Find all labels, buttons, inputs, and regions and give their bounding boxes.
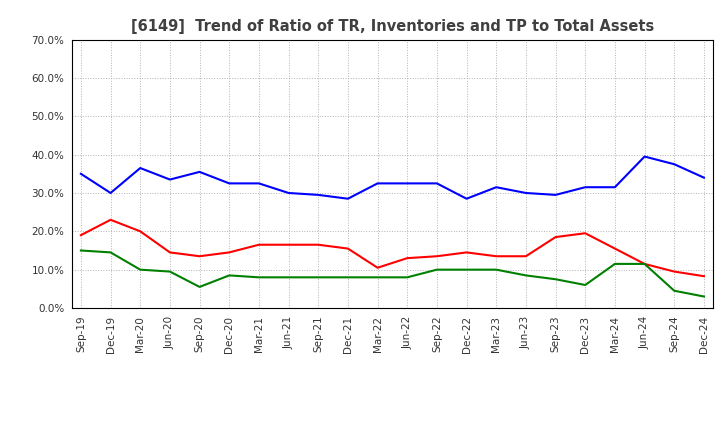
Inventories: [670, 161, 678, 167]
Inventories: [581, 185, 590, 190]
Trade Receivables: [492, 253, 500, 259]
Trade Receivables: [611, 246, 619, 251]
Trade Receivables: [136, 229, 145, 234]
Inventories: [700, 175, 708, 180]
Inventories: [492, 185, 500, 190]
Trade Receivables: [195, 253, 204, 259]
Title: [6149]  Trend of Ratio of TR, Inventories and TP to Total Assets: [6149] Trend of Ratio of TR, Inventories…: [131, 19, 654, 34]
Trade Payables: [314, 275, 323, 280]
Trade Payables: [343, 275, 352, 280]
Trade Receivables: [552, 235, 560, 240]
Inventories: [136, 165, 145, 171]
Trade Payables: [462, 267, 471, 272]
Trade Payables: [136, 267, 145, 272]
Trade Payables: [670, 288, 678, 293]
Trade Receivables: [107, 217, 115, 223]
Trade Payables: [225, 273, 233, 278]
Trade Receivables: [700, 274, 708, 279]
Trade Payables: [76, 248, 85, 253]
Trade Payables: [284, 275, 293, 280]
Inventories: [284, 191, 293, 196]
Inventories: [166, 177, 174, 182]
Trade Payables: [166, 269, 174, 274]
Trade Payables: [403, 275, 412, 280]
Trade Receivables: [403, 256, 412, 261]
Trade Payables: [107, 250, 115, 255]
Trade Payables: [521, 273, 530, 278]
Inventories: [640, 154, 649, 159]
Trade Payables: [552, 277, 560, 282]
Trade Receivables: [76, 232, 85, 238]
Trade Receivables: [343, 246, 352, 251]
Inventories: [314, 192, 323, 198]
Trade Payables: [611, 261, 619, 267]
Inventories: [225, 181, 233, 186]
Trade Receivables: [433, 253, 441, 259]
Trade Payables: [255, 275, 264, 280]
Trade Receivables: [373, 265, 382, 270]
Trade Payables: [581, 282, 590, 288]
Trade Receivables: [670, 269, 678, 274]
Inventories: [552, 192, 560, 198]
Trade Receivables: [225, 250, 233, 255]
Trade Payables: [195, 284, 204, 290]
Trade Receivables: [521, 253, 530, 259]
Trade Receivables: [581, 231, 590, 236]
Trade Payables: [492, 267, 500, 272]
Trade Receivables: [640, 261, 649, 267]
Inventories: [76, 171, 85, 176]
Inventories: [433, 181, 441, 186]
Line: Trade Payables: Trade Payables: [81, 250, 704, 297]
Inventories: [107, 191, 115, 196]
Trade Receivables: [255, 242, 264, 247]
Inventories: [521, 191, 530, 196]
Trade Receivables: [166, 250, 174, 255]
Inventories: [343, 196, 352, 202]
Inventories: [611, 185, 619, 190]
Inventories: [462, 196, 471, 202]
Trade Payables: [700, 294, 708, 299]
Inventories: [403, 181, 412, 186]
Trade Receivables: [462, 250, 471, 255]
Line: Inventories: Inventories: [81, 157, 704, 199]
Line: Trade Receivables: Trade Receivables: [81, 220, 704, 276]
Inventories: [255, 181, 264, 186]
Trade Receivables: [314, 242, 323, 247]
Trade Payables: [373, 275, 382, 280]
Inventories: [195, 169, 204, 175]
Trade Receivables: [284, 242, 293, 247]
Inventories: [373, 181, 382, 186]
Trade Payables: [640, 261, 649, 267]
Trade Payables: [433, 267, 441, 272]
